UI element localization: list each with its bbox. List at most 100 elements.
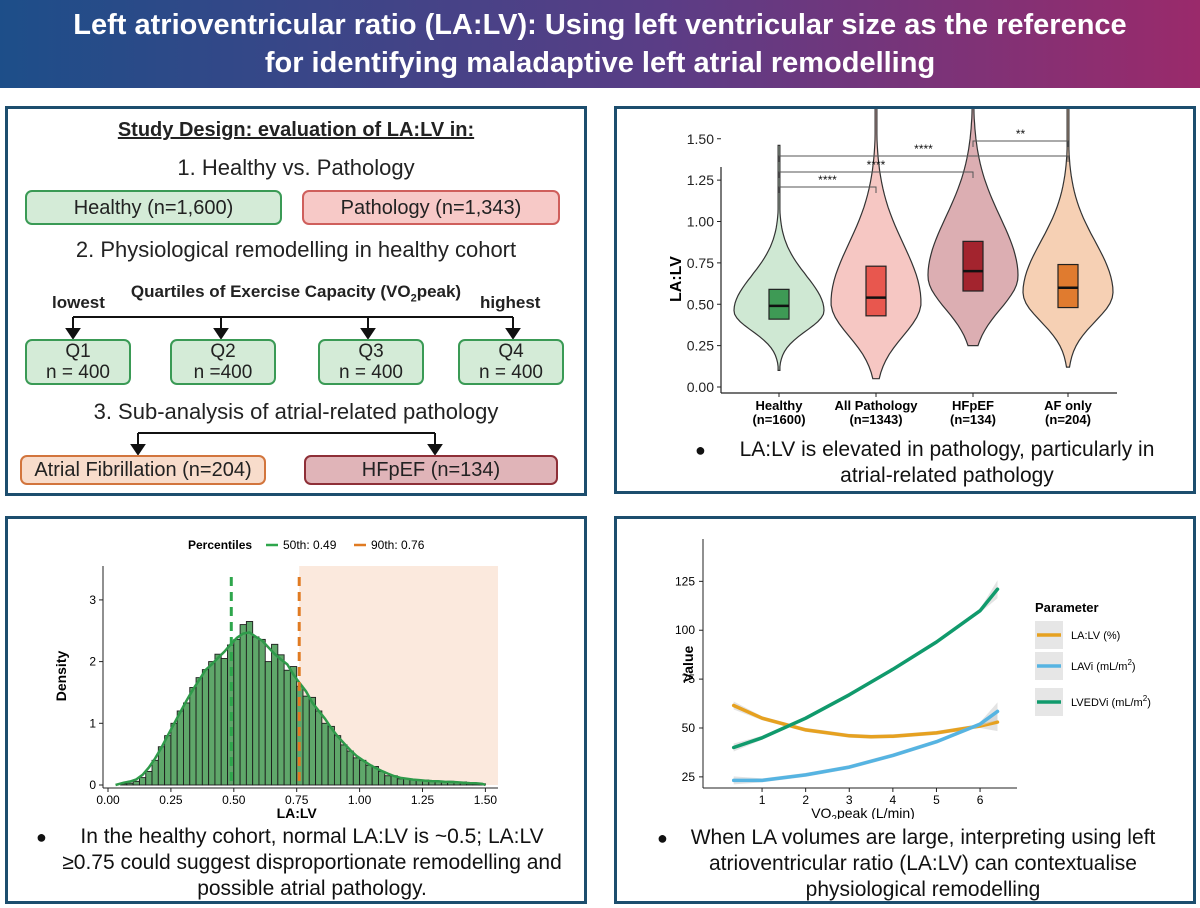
quartile-n: n = 400: [46, 362, 110, 383]
violin-y-label: LA:LV: [668, 256, 685, 302]
quartile-name: Q1: [65, 341, 91, 362]
violin-y-tick-label: 0.00: [687, 379, 714, 395]
hist-y-tick-label: 3: [89, 593, 96, 607]
hist-bar: [289, 666, 298, 786]
significance-bracket: [972, 140, 1069, 147]
hist-bar: [189, 687, 197, 786]
hist-bar: [195, 677, 203, 786]
hist-bar: [138, 777, 147, 786]
density-curve: [115, 631, 486, 787]
significance-label: ****: [867, 158, 886, 172]
line-y-tick-label: 100: [675, 623, 695, 637]
line-x-tick-label: 4: [890, 793, 897, 807]
violin-y-tick-label: 0.25: [687, 338, 714, 354]
line-legend-label: LA:LV (%): [1071, 630, 1120, 642]
hist-x-tick-label: 0.00: [96, 793, 120, 807]
violin-x-tick-n: (n=1600): [752, 412, 805, 427]
confidence-ribbon-3: [733, 580, 998, 752]
hist-bar: [132, 780, 140, 786]
hist-bar: [126, 782, 134, 786]
line-y-tick-label: 125: [675, 574, 695, 588]
line-y-label: Value: [680, 646, 696, 683]
hist-bar: [271, 643, 279, 786]
series-line-3: [731, 587, 1000, 750]
violin-y-tick-label: 1.25: [687, 172, 714, 188]
violin-chart: 0.000.250.500.751.001.251.501.752.002.25…: [668, 109, 1117, 427]
violin-x-tick-n: (n=134): [950, 412, 996, 427]
hist-bar: [151, 759, 159, 786]
quartile-box-4: Q4 n = 400: [458, 339, 564, 385]
hfpef-box: HFpEF (n=134): [304, 455, 558, 485]
violin-y-tick-label: 0.50: [687, 296, 714, 312]
hist-bar: [283, 669, 291, 786]
study-design-panel: Study Design: evaluation of LA:LV in: 1.…: [5, 106, 587, 496]
violin-shape-1: [733, 144, 825, 371]
series-line-2: [731, 709, 1000, 783]
hist-bar: [239, 624, 247, 786]
hist-bar: [352, 757, 361, 786]
violin-box-4: [1057, 263, 1079, 309]
hist-bar: [201, 669, 210, 786]
violin-shape-2: [830, 109, 922, 380]
violin-bullet: ● LA:LV is elevated in pathology, partic…: [657, 437, 1177, 489]
line-x-tick-label: 5: [933, 793, 940, 807]
line-x-tick-label: 2: [802, 793, 809, 807]
confidence-ribbon-2: [733, 702, 998, 785]
significance-bracket: [778, 186, 877, 193]
hist-y-tick-label: 0: [89, 778, 96, 792]
hist-x-tick-label: 0.75: [285, 793, 309, 807]
violin-bullet-text: LA:LV is elevated in pathology, particul…: [739, 438, 1155, 487]
line-legend-label: LAVi (mL/m2): [1071, 658, 1136, 673]
quartile-box-3: Q3 n = 400: [318, 339, 424, 385]
line-x-tick-label: 6: [977, 793, 984, 807]
line-y-tick-label: 75: [682, 672, 696, 686]
quartile-n: n = 400: [339, 362, 403, 383]
hist-bar: [245, 621, 254, 786]
line-legend-title: Parameter: [1035, 600, 1099, 615]
hist-bar: [164, 735, 172, 786]
quartile-n: n = 400: [479, 362, 543, 383]
atrial-fibrillation-box: Atrial Fibrillation (n=204): [20, 455, 266, 485]
hist-bar: [208, 661, 216, 786]
violin-x-tick-label: All Pathology: [834, 398, 918, 413]
line-x-tick-label: 3: [846, 793, 853, 807]
quartile-box-1: Q1 n = 400: [25, 339, 131, 385]
significance-bracket: [778, 155, 1069, 162]
quartile-name: Q2: [210, 341, 236, 362]
hist-x-tick-label: 1.50: [474, 793, 498, 807]
line-chart: 25 50 75 100 125 1 2 3 4 5 6 VO2peak (L/min) Value Pa…: [675, 539, 1151, 819]
violin-y-tick-label: 0.75: [687, 255, 714, 271]
violin-x-tick-n: (n=204): [1045, 412, 1091, 427]
hist-bar: [340, 744, 348, 786]
line-y-tick-label: 50: [682, 721, 696, 735]
violin-shape-4: [1022, 109, 1114, 368]
page-title: Left atrioventricular ratio (LA:LV): Usi…: [73, 9, 1127, 79]
quartile-box-2: Q2 n =400: [170, 339, 276, 385]
violin-x-tick-label: AF only: [1044, 398, 1092, 413]
percentile-legend-label: 90th: 0.76: [371, 538, 425, 552]
hist-bar: [396, 778, 405, 786]
hist-bar: [365, 764, 373, 786]
hist-bar: [176, 710, 184, 786]
histogram-panel: 0 1 2 3 0.00 0.25 0.50 0.75 1.00 1.25 1.50 LA:LV Den…: [5, 516, 587, 904]
lines-panel: 25 50 75 100 125 1 2 3 4 5 6 VO2peak (L/min) Value Pa…: [614, 516, 1196, 904]
hist-bar: [183, 702, 191, 786]
hist-bar: [233, 638, 241, 786]
significance-label: ****: [818, 173, 837, 187]
histogram-bullet: ● In the healthy cohort, normal LA:LV is…: [30, 824, 570, 902]
quartile-name: Q4: [498, 341, 524, 362]
hist-x-tick-label: 1.00: [348, 793, 372, 807]
violin-shape-3: [927, 109, 1019, 347]
violin-box-1: [768, 288, 790, 320]
significance-bracket: [778, 171, 974, 178]
quartile-n: n =400: [193, 362, 253, 383]
hist-bar: [315, 710, 323, 786]
percentile-legend-label: 50th: 0.49: [283, 538, 337, 552]
design-arrows: [65, 316, 521, 456]
hist-y-tick-label: 1: [89, 716, 96, 730]
hist-bar: [214, 653, 222, 786]
hist-bar: [170, 722, 178, 786]
hist-bar: [359, 759, 367, 786]
violin-y-tick-label: 1.00: [687, 214, 714, 230]
hist-bar: [220, 658, 228, 786]
